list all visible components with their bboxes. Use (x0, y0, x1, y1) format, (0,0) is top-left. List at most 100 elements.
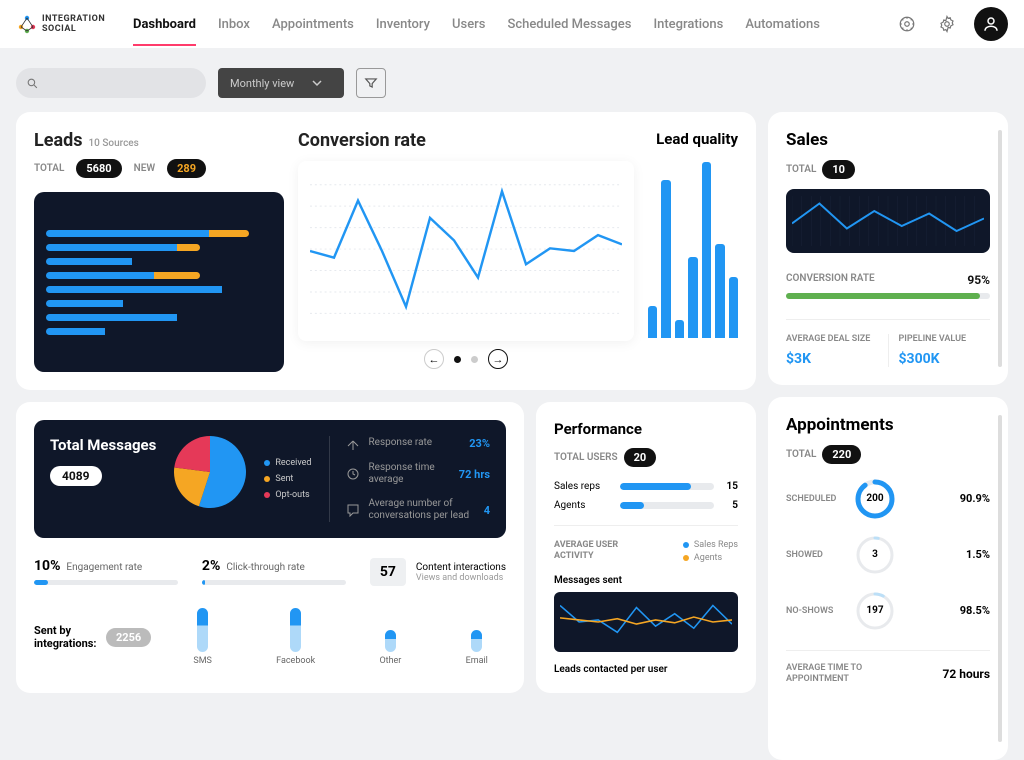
view-select-label: Monthly view (230, 77, 294, 90)
performance-card: Performance TOTAL USERS 20 Sales reps15 Ag… (536, 402, 756, 693)
messages-pie-chart (174, 436, 246, 508)
sales-title: Sales (786, 130, 990, 150)
leads-contacted-title: Leads contacted per user (554, 664, 738, 675)
leads-chart (34, 192, 284, 372)
filter-button[interactable] (356, 68, 386, 98)
messages-sent-title: Messages sent (554, 575, 738, 586)
brand-logo: INTEGRATION SOCIAL (16, 10, 111, 38)
stat-row: Response rate23% (346, 436, 490, 450)
pager-dot[interactable] (471, 356, 478, 363)
help-icon[interactable] (894, 11, 920, 37)
conversion-title: Conversion rate (298, 130, 634, 151)
stat-row: Response time average72 hrs (346, 462, 490, 486)
messages-title: Total Messages (50, 436, 156, 456)
nav-right (894, 7, 1008, 41)
content-interactions: 57 Content interactionsViews and downloa… (370, 558, 506, 586)
leads-new-label: NEW (134, 163, 156, 174)
engagement-rate: 10%Engagement rate (34, 558, 178, 586)
performance-rows: Sales reps15 Agents5 (554, 481, 738, 511)
sent-by-label: Sent by integrations: (34, 624, 96, 650)
click-through-rate: 2%Click-through rate (202, 558, 346, 586)
toolbar: Monthly view (0, 48, 1024, 112)
lead-quality-chart (648, 158, 738, 338)
avg-deal-size: AVERAGE DEAL SIZE$3K (786, 334, 889, 367)
sent-by-item: Facebook (276, 608, 315, 666)
pager-next[interactable]: → (488, 349, 508, 369)
conversion-panel: Conversion rate ← → (298, 130, 634, 372)
nav-item-inventory[interactable]: Inventory (376, 17, 430, 46)
lead-quality-title: Lead quality (648, 130, 738, 148)
nav-item-users[interactable]: Users (452, 17, 485, 46)
pipeline-value: PIPELINE VALUE$300K (889, 334, 991, 367)
nav-items: DashboardInboxAppointmentsInventoryUsers… (133, 17, 820, 32)
sales-cr-value: 95% (967, 273, 990, 287)
nav-item-scheduled-messages[interactable]: Scheduled Messages (507, 17, 631, 46)
leads-panel: Leads10 Sources TOTAL5680 NEW289 (34, 130, 284, 372)
scrollbar[interactable] (998, 130, 1002, 367)
nav-item-dashboard[interactable]: Dashboard (133, 17, 196, 46)
pager-dot[interactable] (454, 356, 461, 363)
total-users-badge: 20 (624, 448, 657, 467)
avg-time-to-appointment: AVERAGE TIME TO APPOINTMENT72 hours (786, 650, 990, 685)
messages-card: Total Messages 4089 Received Sent Opt-outs… (16, 402, 524, 693)
leads-total-label: TOTAL (34, 163, 64, 174)
appointments-rows: SCHEDULED 200 90.9% SHOWED 3 1.5% NO-SHO… (786, 478, 990, 685)
settings-icon[interactable] (934, 11, 960, 37)
appointments-total-badge: 220 (822, 445, 861, 464)
chevron-down-icon (312, 78, 322, 88)
total-users-label: TOTAL USERS (554, 452, 618, 463)
stat-row: Average number of conversations per lead… (346, 498, 490, 522)
lead-quality-panel: Lead quality (648, 130, 738, 372)
legend-item: Received (264, 458, 311, 468)
appointments-card: Appointments TOTAL 220 SCHEDULED 200 90.9… (768, 397, 1008, 760)
avg-activity-title: AVERAGE USER ACTIVITY (554, 540, 624, 563)
nav-item-appointments[interactable]: Appointments (272, 17, 354, 46)
appointment-row: SCHEDULED 200 90.9% (786, 478, 990, 520)
logo-mark-icon (16, 13, 38, 35)
sales-card: Sales TOTAL 10 CONVERSION RATE 95% AVERAGE… (768, 112, 1008, 385)
leads-title: Leads (34, 130, 82, 151)
right-column: Sales TOTAL 10 CONVERSION RATE 95% AVERAGE… (768, 112, 1008, 760)
brand-name: INTEGRATION SOCIAL (42, 14, 111, 34)
sent-by-total: 2256 (106, 628, 151, 647)
nav-item-automations[interactable]: Automations (745, 17, 820, 46)
sent-by-chart: SMSFacebookOtherEmail (175, 608, 506, 666)
search-icon (26, 77, 39, 90)
perf-row: Sales reps15 (554, 481, 738, 492)
appointments-title: Appointments (786, 415, 990, 435)
appointments-total-label: TOTAL (786, 449, 816, 460)
scrollbar[interactable] (998, 415, 1002, 742)
appointment-row: SHOWED 3 1.5% (786, 534, 990, 576)
appointment-row: NO-SHOWS 197 98.5% (786, 590, 990, 632)
messages-total-badge: 4089 (50, 466, 102, 486)
messages-summary: Total Messages 4089 (50, 436, 156, 522)
sent-by-item: Email (466, 630, 488, 666)
sales-cr-label: CONVERSION RATE (786, 273, 875, 287)
sales-total-label: TOTAL (786, 164, 816, 175)
search-input[interactable] (16, 68, 206, 98)
nav-item-inbox[interactable]: Inbox (218, 17, 250, 46)
pager: ← → (298, 349, 634, 369)
avg-activity-legend: Sales RepsAgents (683, 540, 738, 563)
top-nav: INTEGRATION SOCIAL DashboardInboxAppoint… (0, 0, 1024, 48)
nav-item-integrations[interactable]: Integrations (653, 17, 723, 46)
top-card: Leads10 Sources TOTAL5680 NEW289 Convers… (16, 112, 756, 390)
leads-sources: 10 Sources (88, 138, 138, 149)
legend-item: Opt-outs (264, 490, 311, 500)
performance-title: Performance (554, 420, 738, 438)
filter-icon (364, 76, 378, 90)
messages-legend: Received Sent Opt-outs (264, 436, 311, 522)
legend-item: Sent (264, 474, 311, 484)
sales-total-badge: 10 (822, 160, 855, 179)
leads-total-badge: 5680 (76, 159, 121, 178)
sales-chart (786, 189, 990, 253)
view-select[interactable]: Monthly view (218, 68, 344, 98)
user-avatar[interactable] (974, 7, 1008, 41)
perf-row: Agents5 (554, 500, 738, 511)
left-column: Leads10 Sources TOTAL5680 NEW289 Convers… (16, 112, 756, 760)
sent-by-item: SMS (193, 608, 212, 666)
messages-sent-chart (554, 592, 738, 652)
pager-prev[interactable]: ← (424, 349, 444, 369)
messages-stats: Response rate23% Response time average72 … (329, 436, 490, 522)
conversion-chart (298, 161, 634, 341)
